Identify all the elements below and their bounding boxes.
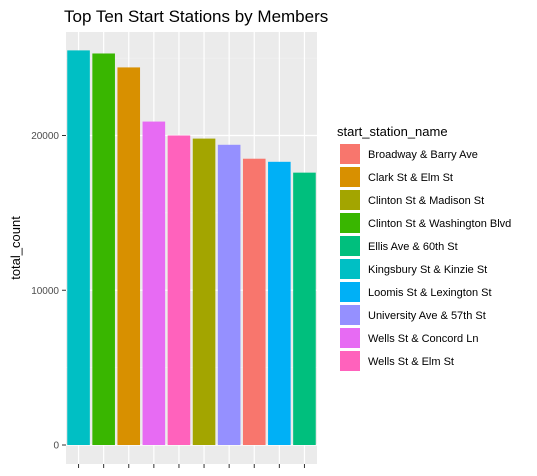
y-tick-label: 10000 [31,286,59,297]
legend-key [340,167,360,187]
legend-label: Ellis Ave & 60th St [368,241,458,253]
bar-9 [268,161,291,445]
legend-key [340,351,360,371]
legend-label: Wells St & Concord Ln [368,333,478,345]
bar-2 [92,53,115,446]
legend-title: start_station_name [337,124,448,139]
legend-key [340,259,360,279]
legend-label: Wells St & Elm St [368,356,454,368]
legend: Broadway & Barry Ave Clark St & Elm St Cli… [340,144,511,371]
legend-label: Clark St & Elm St [368,172,453,184]
legend-label: Broadway & Barry Ave [368,149,478,161]
bar-7 [217,144,241,445]
legend-label: Loomis St & Lexington St [368,287,492,299]
legend-key [340,282,360,302]
legend-label: University Ave & 57th St [368,310,486,322]
bar-6 [192,138,216,445]
y-tick-label: 20000 [31,131,59,142]
x-axis [78,464,305,468]
legend-label: Kingsbury St & Kinzie St [368,264,487,276]
y-tick-label: 0 [53,441,59,452]
bar-1 [67,50,90,445]
legend-key [340,144,360,164]
bar-3 [117,67,141,445]
legend-key [340,190,360,210]
bar-8 [242,158,266,445]
y-axis-title: total_count [8,216,23,280]
legend-label: Clinton St & Washington Blvd [368,218,511,230]
bar-10 [293,172,316,445]
chart-title: Top Ten Start Stations by Members [64,7,328,26]
bar-5 [167,135,191,445]
legend-key [340,305,360,325]
legend-key [340,236,360,256]
bar-4 [142,121,166,445]
legend-key [340,328,360,348]
legend-label: Clinton St & Madison St [368,195,484,207]
bars [67,50,316,446]
legend-key [340,213,360,233]
y-axis: 0 10000 20000 [31,131,66,452]
